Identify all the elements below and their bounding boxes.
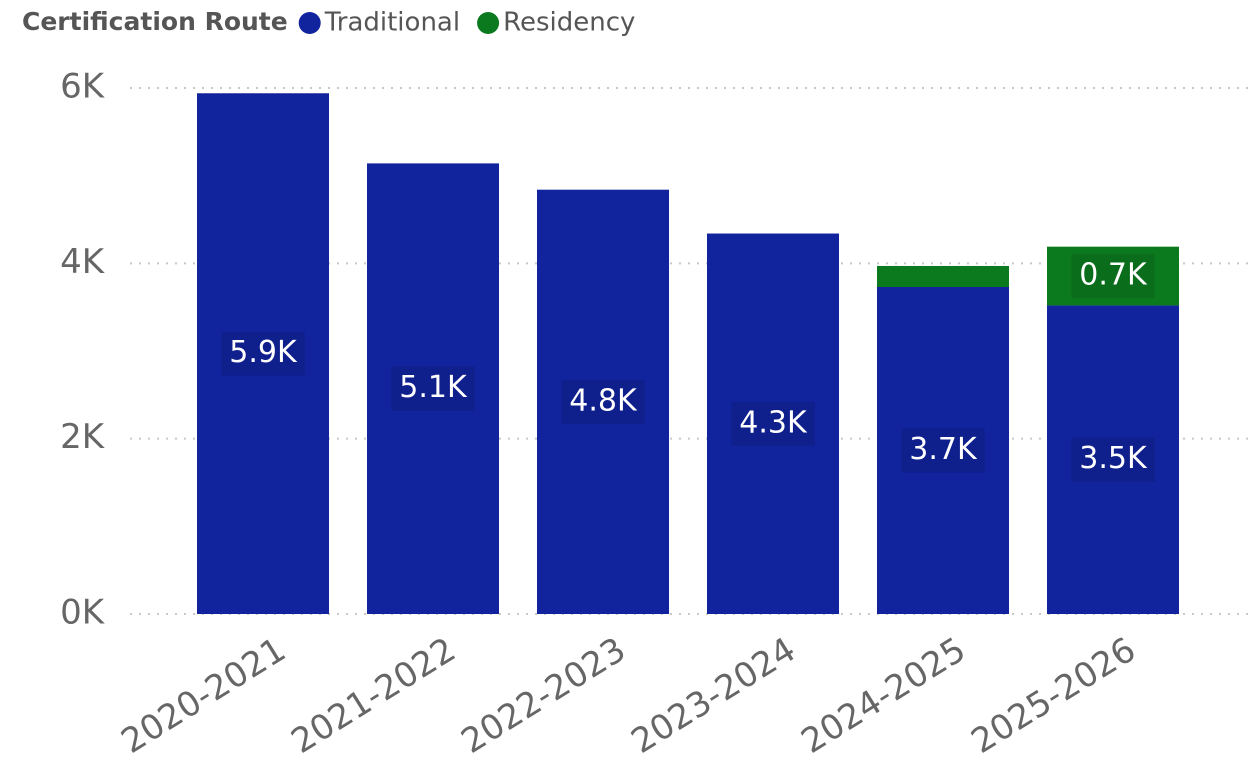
legend-marker	[477, 12, 500, 34]
data-label-group: 3.5K	[1071, 437, 1155, 482]
bar-segment	[877, 265, 1009, 288]
data-label-bg	[391, 366, 475, 411]
legend-label: Traditional	[324, 8, 460, 38]
data-label: 5.1K	[399, 370, 468, 405]
data-label-group: 5.9K	[221, 331, 305, 376]
x-tick-label: 2024-2025	[794, 630, 972, 762]
data-label-bg	[1071, 437, 1155, 482]
data-label-group: 4.8K	[561, 379, 645, 424]
y-tick-label: 6K	[60, 67, 106, 107]
data-label: 4.3K	[739, 405, 808, 440]
data-label: 3.5K	[1079, 441, 1148, 476]
y-tick-label: 2K	[60, 417, 106, 457]
legend-marker	[298, 12, 321, 34]
data-label-bg	[1071, 254, 1155, 299]
y-tick-label: 4K	[60, 242, 106, 282]
y-tick-label: 0K	[60, 593, 106, 633]
x-tick-label: 2022-2023	[454, 630, 632, 762]
data-label-group: 5.1K	[391, 366, 475, 411]
x-tick-label: 2021-2022	[284, 630, 462, 762]
data-label-bg	[561, 379, 645, 424]
x-tick-label: 2020-2021	[114, 630, 292, 762]
legend-label: Residency	[503, 8, 635, 38]
x-tick-label: 2025-2026	[964, 630, 1142, 762]
data-label-bg	[901, 428, 985, 473]
data-label: 0.7K	[1079, 258, 1148, 293]
data-label-bg	[731, 401, 815, 446]
data-label-group: 3.7K	[901, 428, 985, 473]
data-label: 3.7K	[909, 432, 978, 467]
data-label-bg	[221, 331, 305, 376]
data-label-group: 0.7K	[1071, 254, 1155, 299]
x-tick-label: 2023-2024	[624, 630, 802, 762]
data-label-group: 4.3K	[731, 401, 815, 446]
data-label: 4.8K	[569, 383, 638, 418]
legend-title: Certification Route	[22, 7, 288, 36]
data-label: 5.9K	[229, 335, 298, 370]
